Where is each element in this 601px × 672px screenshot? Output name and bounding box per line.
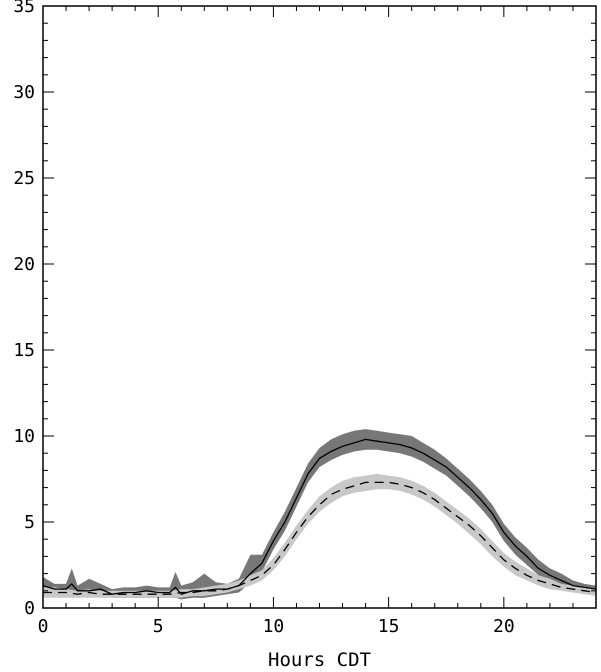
y-tick-label: 20: [13, 254, 35, 275]
series-2-band: [43, 473, 596, 598]
y-tick-label: 25: [13, 168, 35, 189]
series-1-band: [43, 429, 596, 600]
x-tick-label: 0: [38, 616, 49, 637]
axis-ticks: [42, 5, 597, 609]
y-tick-label: 5: [24, 512, 35, 533]
tick-labels: 0 5 10 15 20 0 5 10 15 20 25 30 35: [13, 0, 514, 637]
y-tick-label: 15: [13, 340, 35, 361]
y-tick-label: 35: [13, 0, 35, 17]
series-1-line: [42, 438, 597, 595]
y-tick-label: 30: [13, 82, 35, 103]
x-tick-label: 15: [378, 616, 400, 637]
x-tick-label: 10: [263, 616, 285, 637]
y-tick-label: 0: [24, 598, 35, 619]
x-tick-label: 5: [153, 616, 164, 637]
y-tick-label: 10: [13, 426, 35, 447]
confidence-bands: [43, 429, 596, 600]
x-axis-title: Hours CDT: [268, 649, 371, 671]
series-lines: [42, 438, 597, 595]
plot-frame: [42, 5, 597, 609]
x-tick-label: 20: [493, 616, 515, 637]
series-2-line: [43, 481, 597, 595]
